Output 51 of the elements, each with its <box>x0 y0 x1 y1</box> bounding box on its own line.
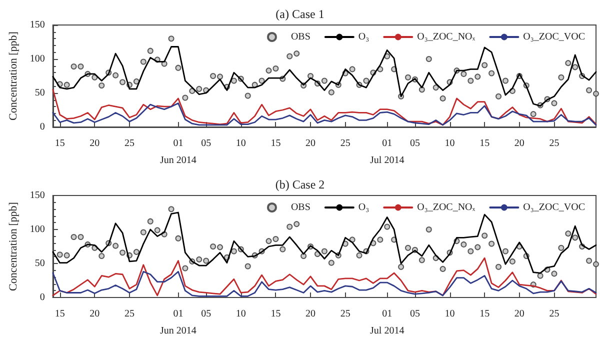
legend-label: O₃_ZOC_NOₓ <box>417 32 476 42</box>
x-tick-label: 25 <box>340 308 350 320</box>
chart-title: (a) Case 1 <box>276 7 324 21</box>
legend-label: O₃_ZOC_NOₓ <box>417 202 476 213</box>
x-tick-label: 15 <box>480 308 490 320</box>
legend-label: OBS <box>290 32 310 42</box>
x-tick-label: 20 <box>90 138 100 149</box>
x-tick-label: 25 <box>549 308 560 320</box>
x-tick-label: 25 <box>124 308 134 320</box>
line-series <box>52 46 597 107</box>
x-tick-label: 20 <box>514 138 524 149</box>
x-tick-label: 05 <box>201 308 212 320</box>
y-axis-title: Concentration [ppb] <box>8 32 20 120</box>
x-tick-label: 10 <box>236 138 246 149</box>
x-tick-label: 01 Jun 2014 <box>160 138 196 166</box>
x-tick-label: 20 <box>90 308 100 320</box>
x-tick-label: 25 <box>549 138 560 149</box>
legend-label: O₃_ZOC_VOC <box>523 32 586 42</box>
y-tick-label: 50 <box>34 88 45 98</box>
x-tick-label: 05 <box>410 308 420 320</box>
x-tick-label: 15 <box>54 308 65 320</box>
y-tick-label: 0 <box>40 292 45 303</box>
y-tick-label: 0 <box>40 122 45 132</box>
y-tick-label: 100 <box>30 54 45 64</box>
legend-label: OBS <box>290 202 310 213</box>
y-axis-title: Concentration [ppb] <box>8 202 20 291</box>
x-tick-label: 20 <box>306 308 316 320</box>
x-tick-label: 20 <box>514 308 524 320</box>
x-tick-label: 01 Jul 2014 <box>370 138 404 166</box>
x-tick-label: 15 <box>480 138 490 149</box>
x-tick-label: 15 <box>270 308 281 320</box>
x-tick-label: 25 <box>340 138 350 149</box>
x-tick-label: 10 <box>444 308 455 320</box>
x-tick-label: 10 <box>444 138 455 149</box>
x-tick-label: 20 <box>306 138 316 149</box>
x-tick-label: 01 Jul 2014 <box>370 308 404 336</box>
y-tick-label: 50 <box>34 258 45 269</box>
x-tick-label: 01 Jun 2014 <box>160 308 196 336</box>
legend-label: O₃_ZOC_VOC <box>523 202 586 213</box>
y-tick-label: 150 <box>30 20 45 30</box>
legend-label: O₃ <box>358 32 370 42</box>
x-tick-label: 25 <box>124 138 134 149</box>
y-tick-label: 150 <box>30 190 45 201</box>
x-tick-label: 05 <box>201 138 212 149</box>
y-tick-label: 100 <box>30 224 45 235</box>
legend-label: O₃ <box>358 202 370 213</box>
x-tick-label: 15 <box>270 138 281 149</box>
chart-title: (b) Case 2 <box>275 178 325 192</box>
x-tick-label: 10 <box>236 308 246 320</box>
x-tick-label: 15 <box>54 138 65 149</box>
x-tick-label: 05 <box>410 138 420 149</box>
